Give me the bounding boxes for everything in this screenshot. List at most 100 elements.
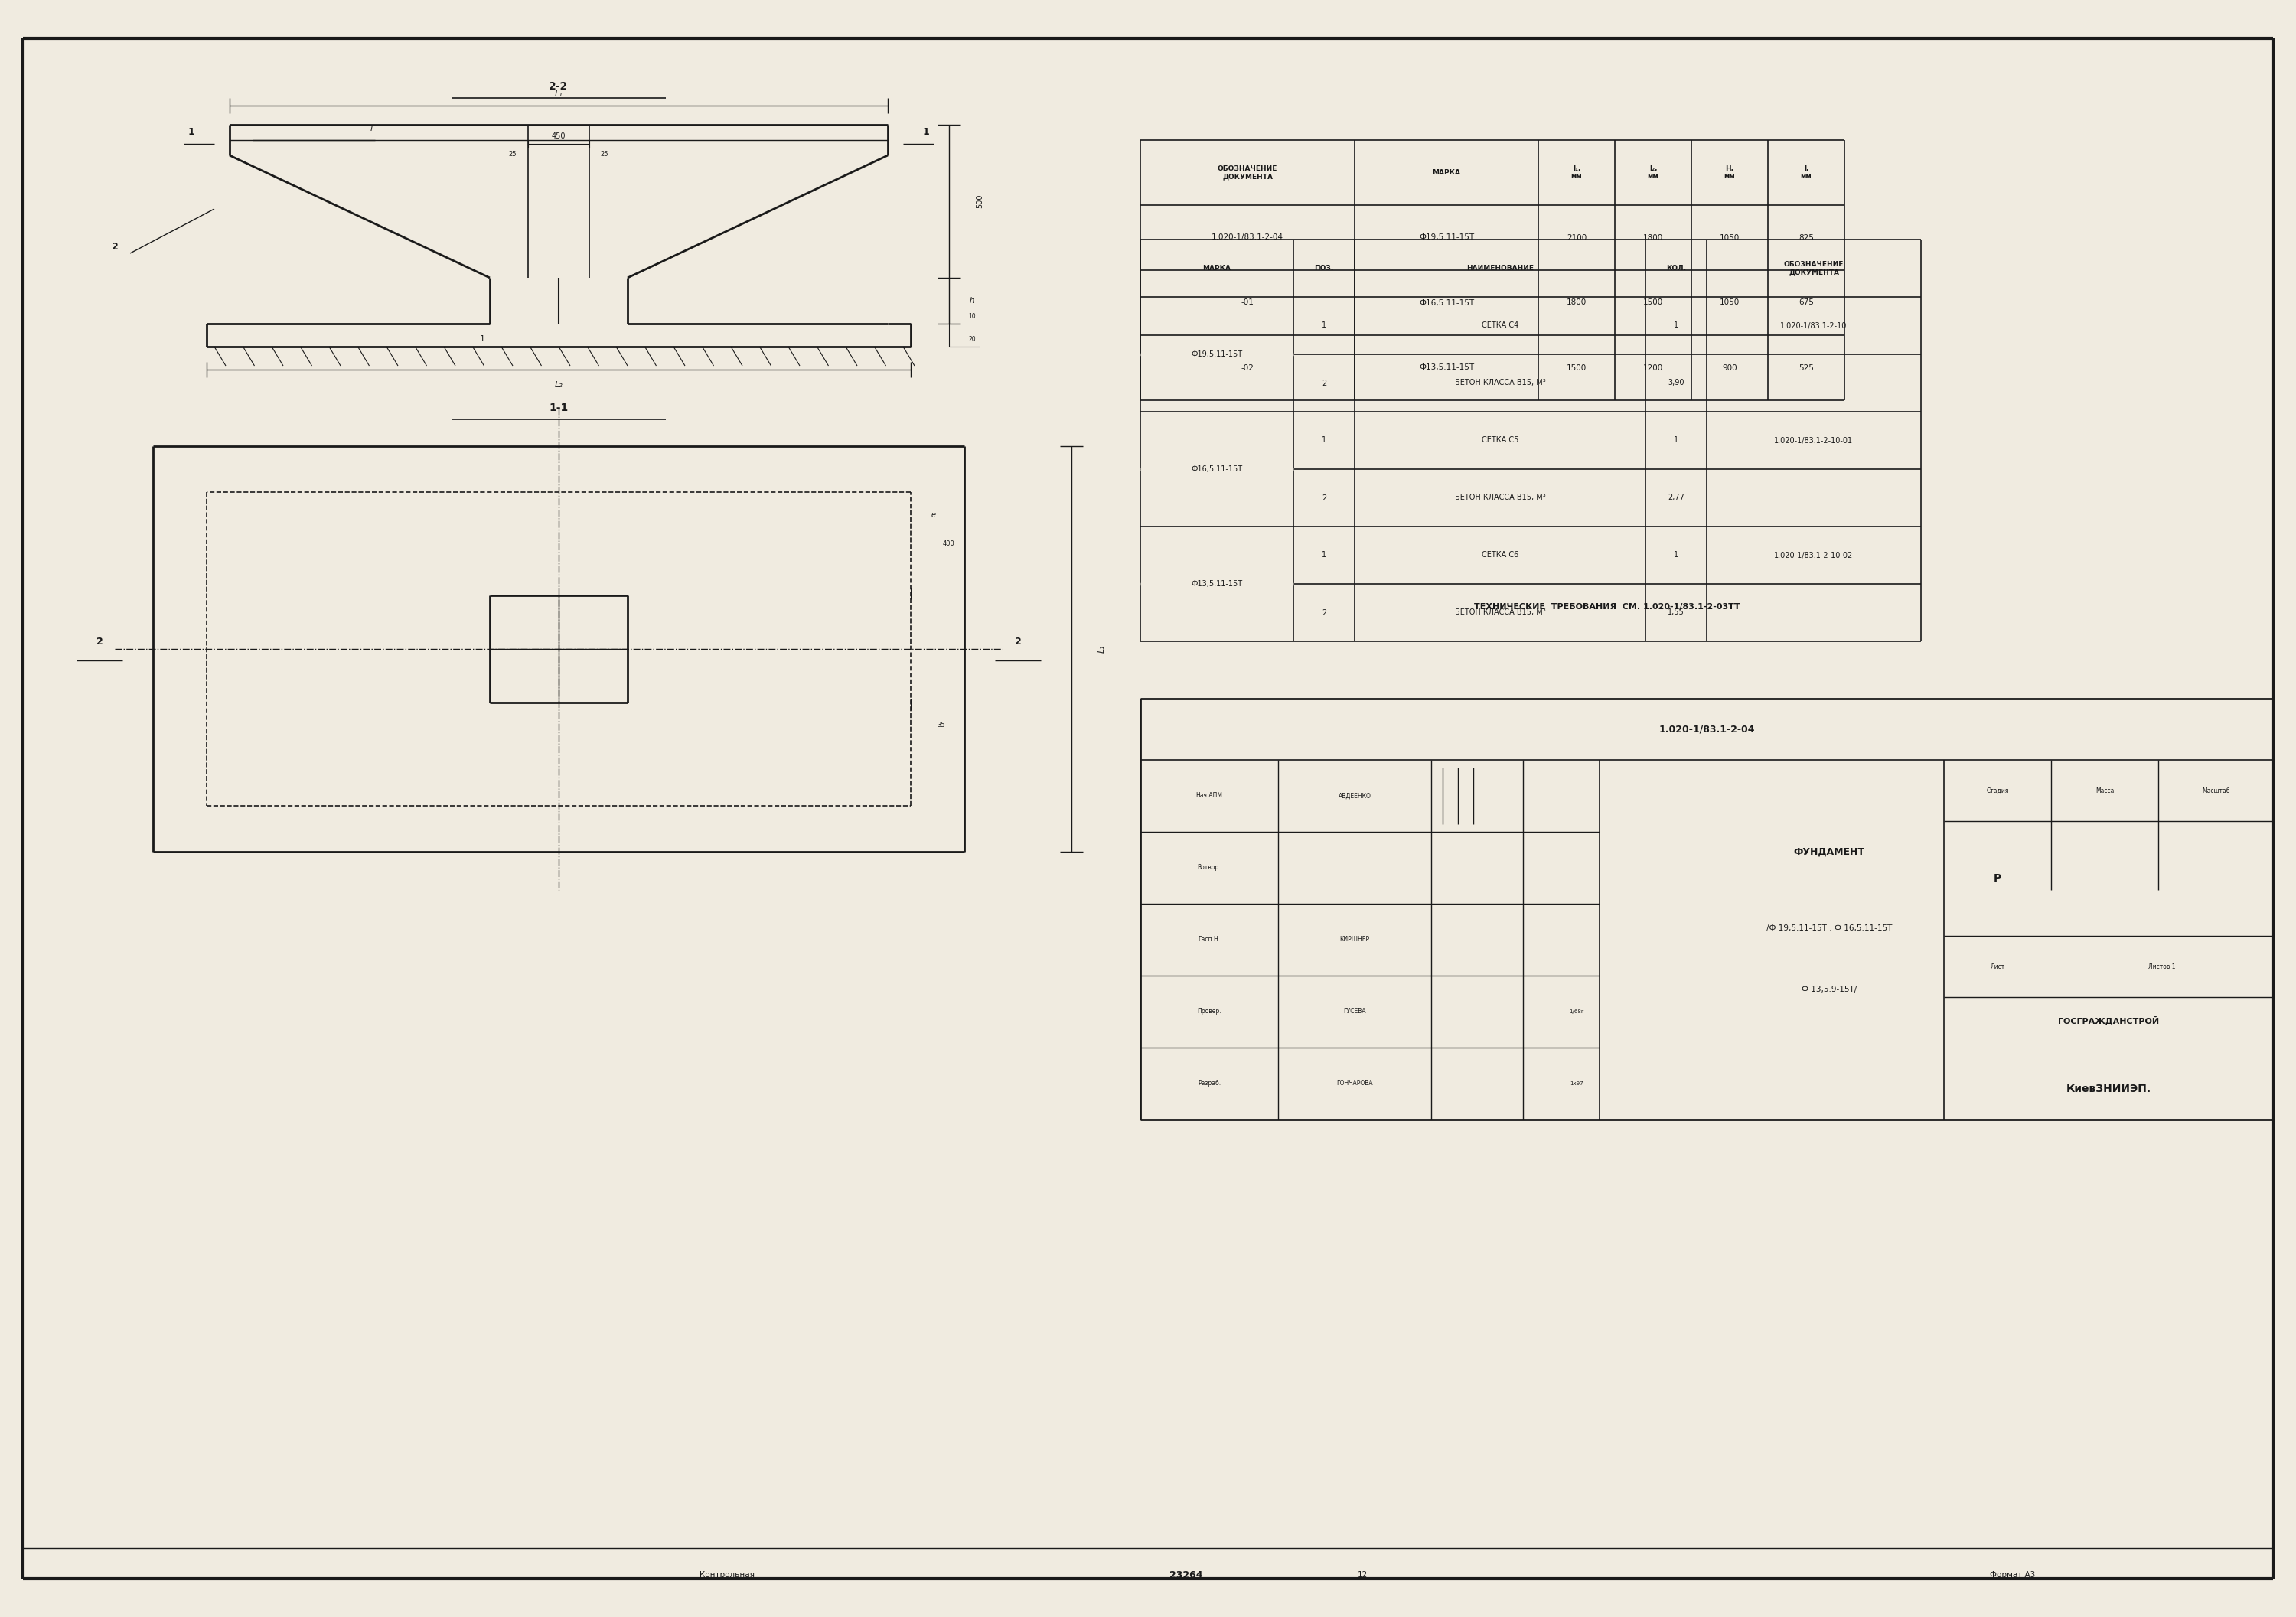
Text: L₁: L₁	[556, 91, 563, 99]
Text: Лист: Лист	[1991, 964, 2004, 970]
Text: МАРКА: МАРКА	[1203, 265, 1231, 272]
Text: 1: 1	[480, 335, 484, 343]
Text: Контрольная: Контрольная	[700, 1572, 755, 1578]
Text: 35: 35	[937, 723, 946, 729]
Text: 450: 450	[551, 133, 565, 141]
Text: Формат А3: Формат А3	[1991, 1572, 2037, 1578]
Text: МАРКА: МАРКА	[1433, 170, 1460, 176]
Text: 1200: 1200	[1644, 364, 1662, 372]
Text: 1,55: 1,55	[1667, 608, 1685, 616]
Text: 1: 1	[1322, 322, 1327, 330]
Text: 2-2: 2-2	[549, 81, 569, 92]
Text: H,
мм: H, мм	[1724, 165, 1736, 179]
Text: Вотвор.: Вотвор.	[1199, 865, 1221, 872]
Text: 2: 2	[1322, 493, 1327, 501]
Text: ГОСГРАЖДАНСТРОЙ: ГОСГРАЖДАНСТРОЙ	[2057, 1015, 2158, 1025]
Text: 25: 25	[510, 150, 517, 157]
Text: БЕТОН КЛАССА В15, М³: БЕТОН КЛАССА В15, М³	[1456, 493, 1545, 501]
Text: e: e	[932, 511, 937, 519]
Text: /Ф 19,5.11-15Т : Ф 16,5.11-15Т: /Ф 19,5.11-15Т : Ф 16,5.11-15Т	[1766, 925, 1892, 931]
Text: 2: 2	[113, 243, 117, 252]
Text: 1050: 1050	[1720, 299, 1740, 307]
Text: 1.020-1/83.1-2-10: 1.020-1/83.1-2-10	[1779, 322, 1848, 330]
Text: h: h	[969, 298, 974, 304]
Text: 1.020-1/83.1-2-04: 1.020-1/83.1-2-04	[1212, 234, 1283, 241]
Text: -02: -02	[1242, 364, 1254, 372]
Text: 1: 1	[1674, 322, 1678, 330]
Text: 1.020-1/83.1-2-04: 1.020-1/83.1-2-04	[1658, 724, 1754, 734]
Text: Масса: Масса	[2096, 787, 2115, 794]
Text: 500: 500	[976, 194, 983, 209]
Text: ФУНДАМЕНТ: ФУНДАМЕНТ	[1793, 847, 1864, 857]
Text: l: l	[370, 125, 372, 133]
Text: 400: 400	[944, 540, 955, 547]
Text: Ф 13,5.9-15Т/: Ф 13,5.9-15Т/	[1802, 986, 1857, 993]
Text: 1800: 1800	[1566, 299, 1587, 307]
Text: 1500: 1500	[1644, 299, 1662, 307]
Text: 1500: 1500	[1566, 364, 1587, 372]
Text: Ф13,5.11-15Т: Ф13,5.11-15Т	[1419, 364, 1474, 372]
Text: 10: 10	[969, 312, 976, 320]
Text: 1.020-1/83.1-2-10-02: 1.020-1/83.1-2-10-02	[1775, 551, 1853, 559]
Text: 2: 2	[1322, 380, 1327, 386]
Text: 1: 1	[1322, 551, 1327, 559]
Text: СЕТКА С4: СЕТКА С4	[1481, 322, 1518, 330]
Text: Гасп.Н.: Гасп.Н.	[1199, 936, 1221, 943]
Text: 12: 12	[1357, 1572, 1368, 1578]
Text: ГОНЧАРОВА: ГОНЧАРОВА	[1336, 1080, 1373, 1087]
Text: 2: 2	[1015, 637, 1022, 647]
Text: 3,90: 3,90	[1667, 380, 1685, 386]
Text: L₁: L₁	[1097, 645, 1107, 653]
Text: НАИМЕНОВАНИЕ: НАИМЕНОВАНИЕ	[1467, 265, 1534, 272]
Text: Масштаб: Масштаб	[2202, 787, 2229, 794]
Text: 20: 20	[969, 336, 976, 343]
Text: СЕТКА С6: СЕТКА С6	[1481, 551, 1518, 559]
Text: БЕТОН КЛАССА В15, М³: БЕТОН КЛАССА В15, М³	[1456, 380, 1545, 386]
Text: СЕТКА С5: СЕТКА С5	[1481, 437, 1518, 445]
Text: 675: 675	[1798, 299, 1814, 307]
Text: 1: 1	[923, 128, 930, 137]
Text: l₂,
мм: l₂, мм	[1649, 165, 1658, 179]
Text: ТЕХНИЧЕСКИЕ  ТРЕБОВАНИЯ  СМ. 1.020-1/83.1-2-03ТТ: ТЕХНИЧЕСКИЕ ТРЕБОВАНИЯ СМ. 1.020-1/83.1-…	[1474, 603, 1740, 611]
Text: ПОЗ.: ПОЗ.	[1313, 265, 1334, 272]
Text: АВДЕЕНКО: АВДЕЕНКО	[1339, 792, 1371, 799]
Text: l,
мм: l, мм	[1800, 165, 1812, 179]
Text: Ф19,5.11-15Т: Ф19,5.11-15Т	[1419, 234, 1474, 241]
Text: 25: 25	[602, 150, 608, 157]
Text: 1: 1	[1674, 437, 1678, 445]
Text: 1: 1	[188, 128, 195, 137]
Text: Стадия: Стадия	[1986, 787, 2009, 794]
Text: Разраб.: Разраб.	[1199, 1080, 1221, 1087]
Text: ОБОЗНАЧЕНИЕ
ДОКУМЕНТА: ОБОЗНАЧЕНИЕ ДОКУМЕНТА	[1784, 260, 1844, 275]
Text: -01: -01	[1242, 299, 1254, 307]
Text: ГУСЕВА: ГУСЕВА	[1343, 1009, 1366, 1015]
Text: КИРШНЕР: КИРШНЕР	[1339, 936, 1371, 943]
Text: 1: 1	[1674, 551, 1678, 559]
Text: L₂: L₂	[556, 382, 563, 388]
Text: 1.020-1/83.1-2-10-01: 1.020-1/83.1-2-10-01	[1775, 437, 1853, 445]
Text: 1800: 1800	[1644, 234, 1662, 241]
Text: Листов 1: Листов 1	[2149, 964, 2177, 970]
Text: Нач.АПМ: Нач.АПМ	[1196, 792, 1221, 799]
Text: Провер.: Провер.	[1196, 1009, 1221, 1015]
Text: Ф13,5.11-15Т: Ф13,5.11-15Т	[1192, 581, 1242, 587]
Text: l₁,
мм: l₁, мм	[1570, 165, 1582, 179]
Text: 1: 1	[1322, 437, 1327, 445]
Text: 825: 825	[1798, 234, 1814, 241]
Text: 1050: 1050	[1720, 234, 1740, 241]
Text: 1х97: 1х97	[1570, 1082, 1584, 1087]
Text: Р: Р	[1993, 873, 2002, 884]
Text: 1/68г: 1/68г	[1568, 1009, 1584, 1014]
Text: 23264: 23264	[1169, 1570, 1203, 1580]
Text: Ф16,5.11-15Т: Ф16,5.11-15Т	[1419, 299, 1474, 307]
Text: 1-1: 1-1	[549, 403, 569, 414]
Text: 2: 2	[96, 637, 103, 647]
Text: КиевЗНИИЭП.: КиевЗНИИЭП.	[2066, 1083, 2151, 1095]
Text: ОБОЗНАЧЕНИЕ
ДОКУМЕНТА: ОБОЗНАЧЕНИЕ ДОКУМЕНТА	[1217, 165, 1277, 179]
Text: Ф16,5.11-15Т: Ф16,5.11-15Т	[1192, 466, 1242, 472]
Text: КОЛ.: КОЛ.	[1667, 265, 1685, 272]
Text: 2: 2	[1322, 608, 1327, 616]
Text: 2,77: 2,77	[1667, 493, 1685, 501]
Text: 2100: 2100	[1566, 234, 1587, 241]
Text: 900: 900	[1722, 364, 1738, 372]
